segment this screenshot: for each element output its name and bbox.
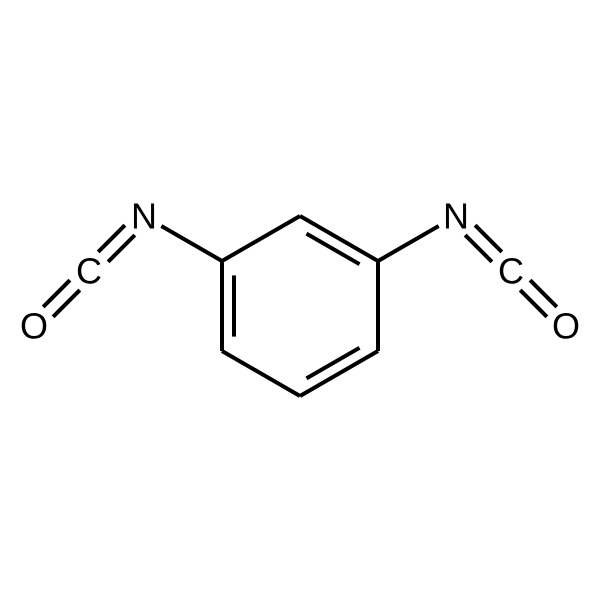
atom-label-N1: N <box>443 196 469 237</box>
atom-label-N2: N <box>131 196 157 237</box>
bond-line <box>222 216 300 261</box>
atom-label-C7: C <box>498 251 524 292</box>
atom-label-O2: O <box>20 306 48 347</box>
bond-line <box>306 348 359 379</box>
molecule-diagram: NCONCO <box>0 0 600 600</box>
bond-line <box>222 351 300 396</box>
atom-label-C8: C <box>76 251 102 292</box>
bond-line <box>378 226 439 261</box>
atom-label-O1: O <box>552 306 580 347</box>
bond-line <box>161 226 222 261</box>
bond-line <box>306 234 359 265</box>
